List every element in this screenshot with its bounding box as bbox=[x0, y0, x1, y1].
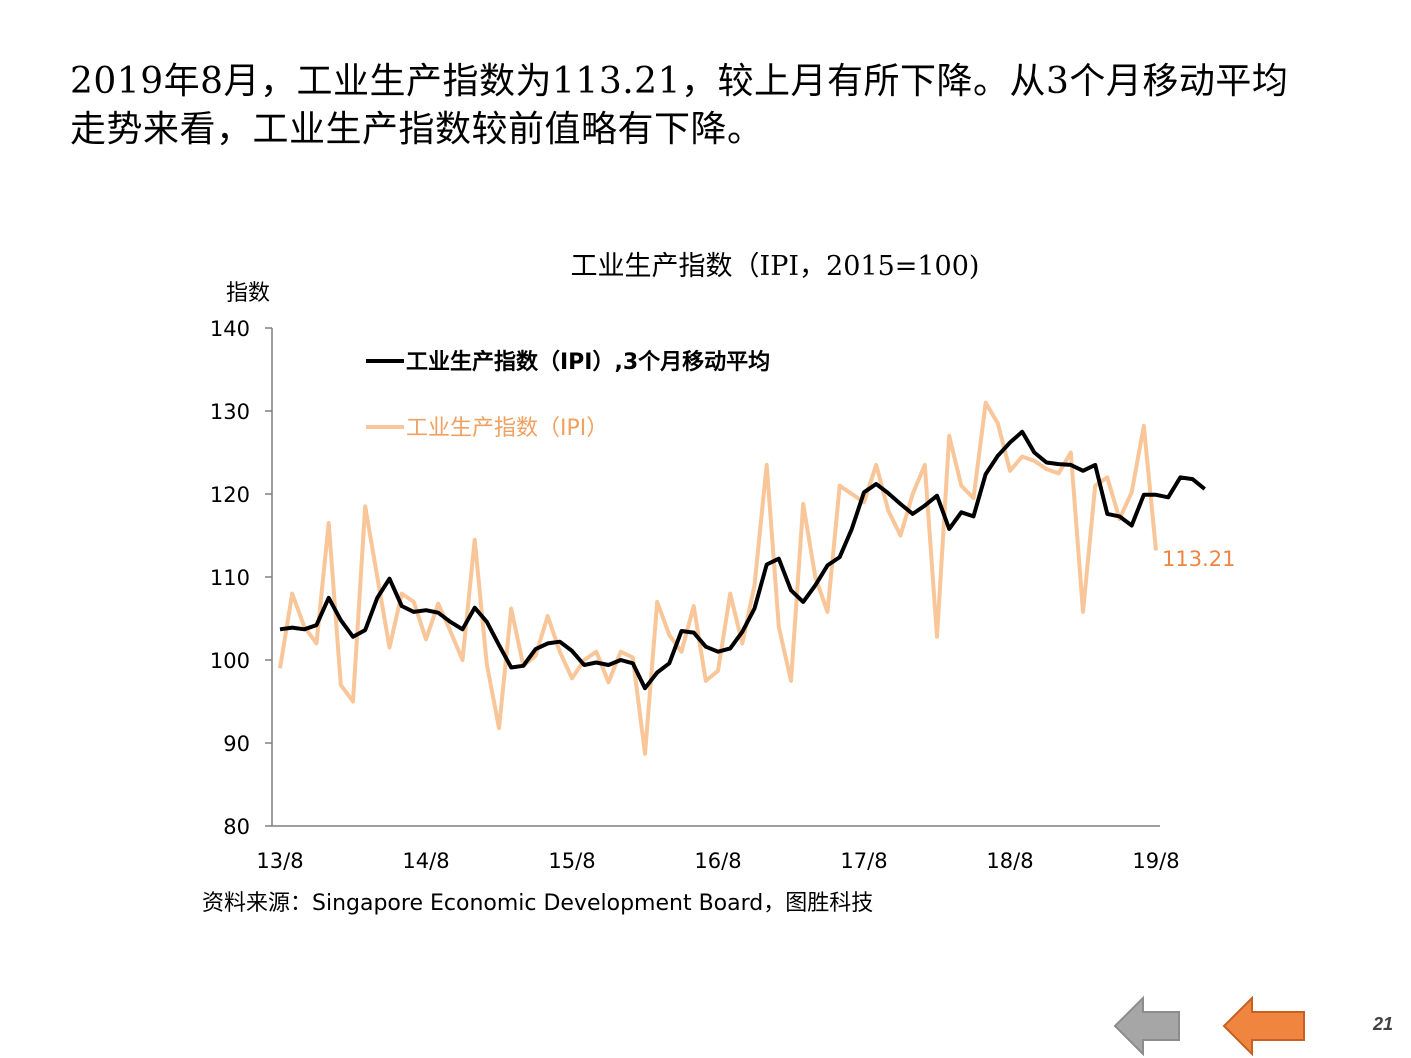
series-layer bbox=[278, 400, 1206, 756]
x-tick-label: 16/8 bbox=[694, 849, 741, 873]
moving-average-line bbox=[279, 429, 1206, 691]
y-tick-label: 100 bbox=[210, 649, 250, 673]
y-tick-label: 80 bbox=[223, 815, 250, 839]
end-value-label: 113.21 bbox=[1162, 547, 1235, 571]
ipi-line bbox=[278, 400, 1158, 756]
x-tick-label: 17/8 bbox=[840, 849, 887, 873]
x-tick-label: 13/8 bbox=[256, 849, 303, 873]
y-tick-label: 90 bbox=[223, 732, 250, 756]
source-note: 资料来源：Singapore Economic Development Boar… bbox=[202, 891, 874, 916]
x-tick-label: 14/8 bbox=[402, 849, 449, 873]
headline: 2019年8月，工业生产指数为113.21，较上月有所下降。从3个月移动平均 走… bbox=[70, 58, 1370, 154]
back-arrow-button[interactable] bbox=[1113, 995, 1183, 1057]
y-tick-label: 110 bbox=[210, 566, 250, 590]
page-number: 21 bbox=[1372, 1014, 1393, 1034]
y-tick-label: 120 bbox=[210, 483, 250, 507]
legend-label: 工业生产指数（IPI） bbox=[406, 416, 608, 441]
y-axis: 140 130 120 110 100 90 80 bbox=[210, 317, 273, 839]
previous-arrow-button[interactable] bbox=[1222, 995, 1308, 1057]
y-tick-label: 130 bbox=[210, 400, 250, 424]
headline-line-2: 走势来看，工业生产指数较前值略有下降。 bbox=[70, 109, 764, 150]
legend-label: 工业生产指数（IPI）,3个月移动平均 bbox=[406, 349, 770, 375]
y-tick-label: 140 bbox=[210, 317, 250, 341]
arrow-left-gray-icon bbox=[1113, 995, 1180, 1057]
headline-line-1: 2019年8月，工业生产指数为113.21，较上月有所下降。从3个月移动平均 bbox=[70, 61, 1289, 102]
arrow-left-orange-icon bbox=[1222, 995, 1305, 1057]
x-axis: 13/8 14/8 15/8 16/8 17/8 18/8 19/8 bbox=[256, 825, 1180, 873]
x-tick-label: 15/8 bbox=[548, 849, 595, 873]
x-tick-label: 19/8 bbox=[1132, 849, 1179, 873]
chart-title: 工业生产指数（IPI，2015=100) bbox=[571, 251, 980, 282]
y-axis-label: 指数 bbox=[226, 281, 270, 306]
x-tick-label: 18/8 bbox=[986, 849, 1033, 873]
